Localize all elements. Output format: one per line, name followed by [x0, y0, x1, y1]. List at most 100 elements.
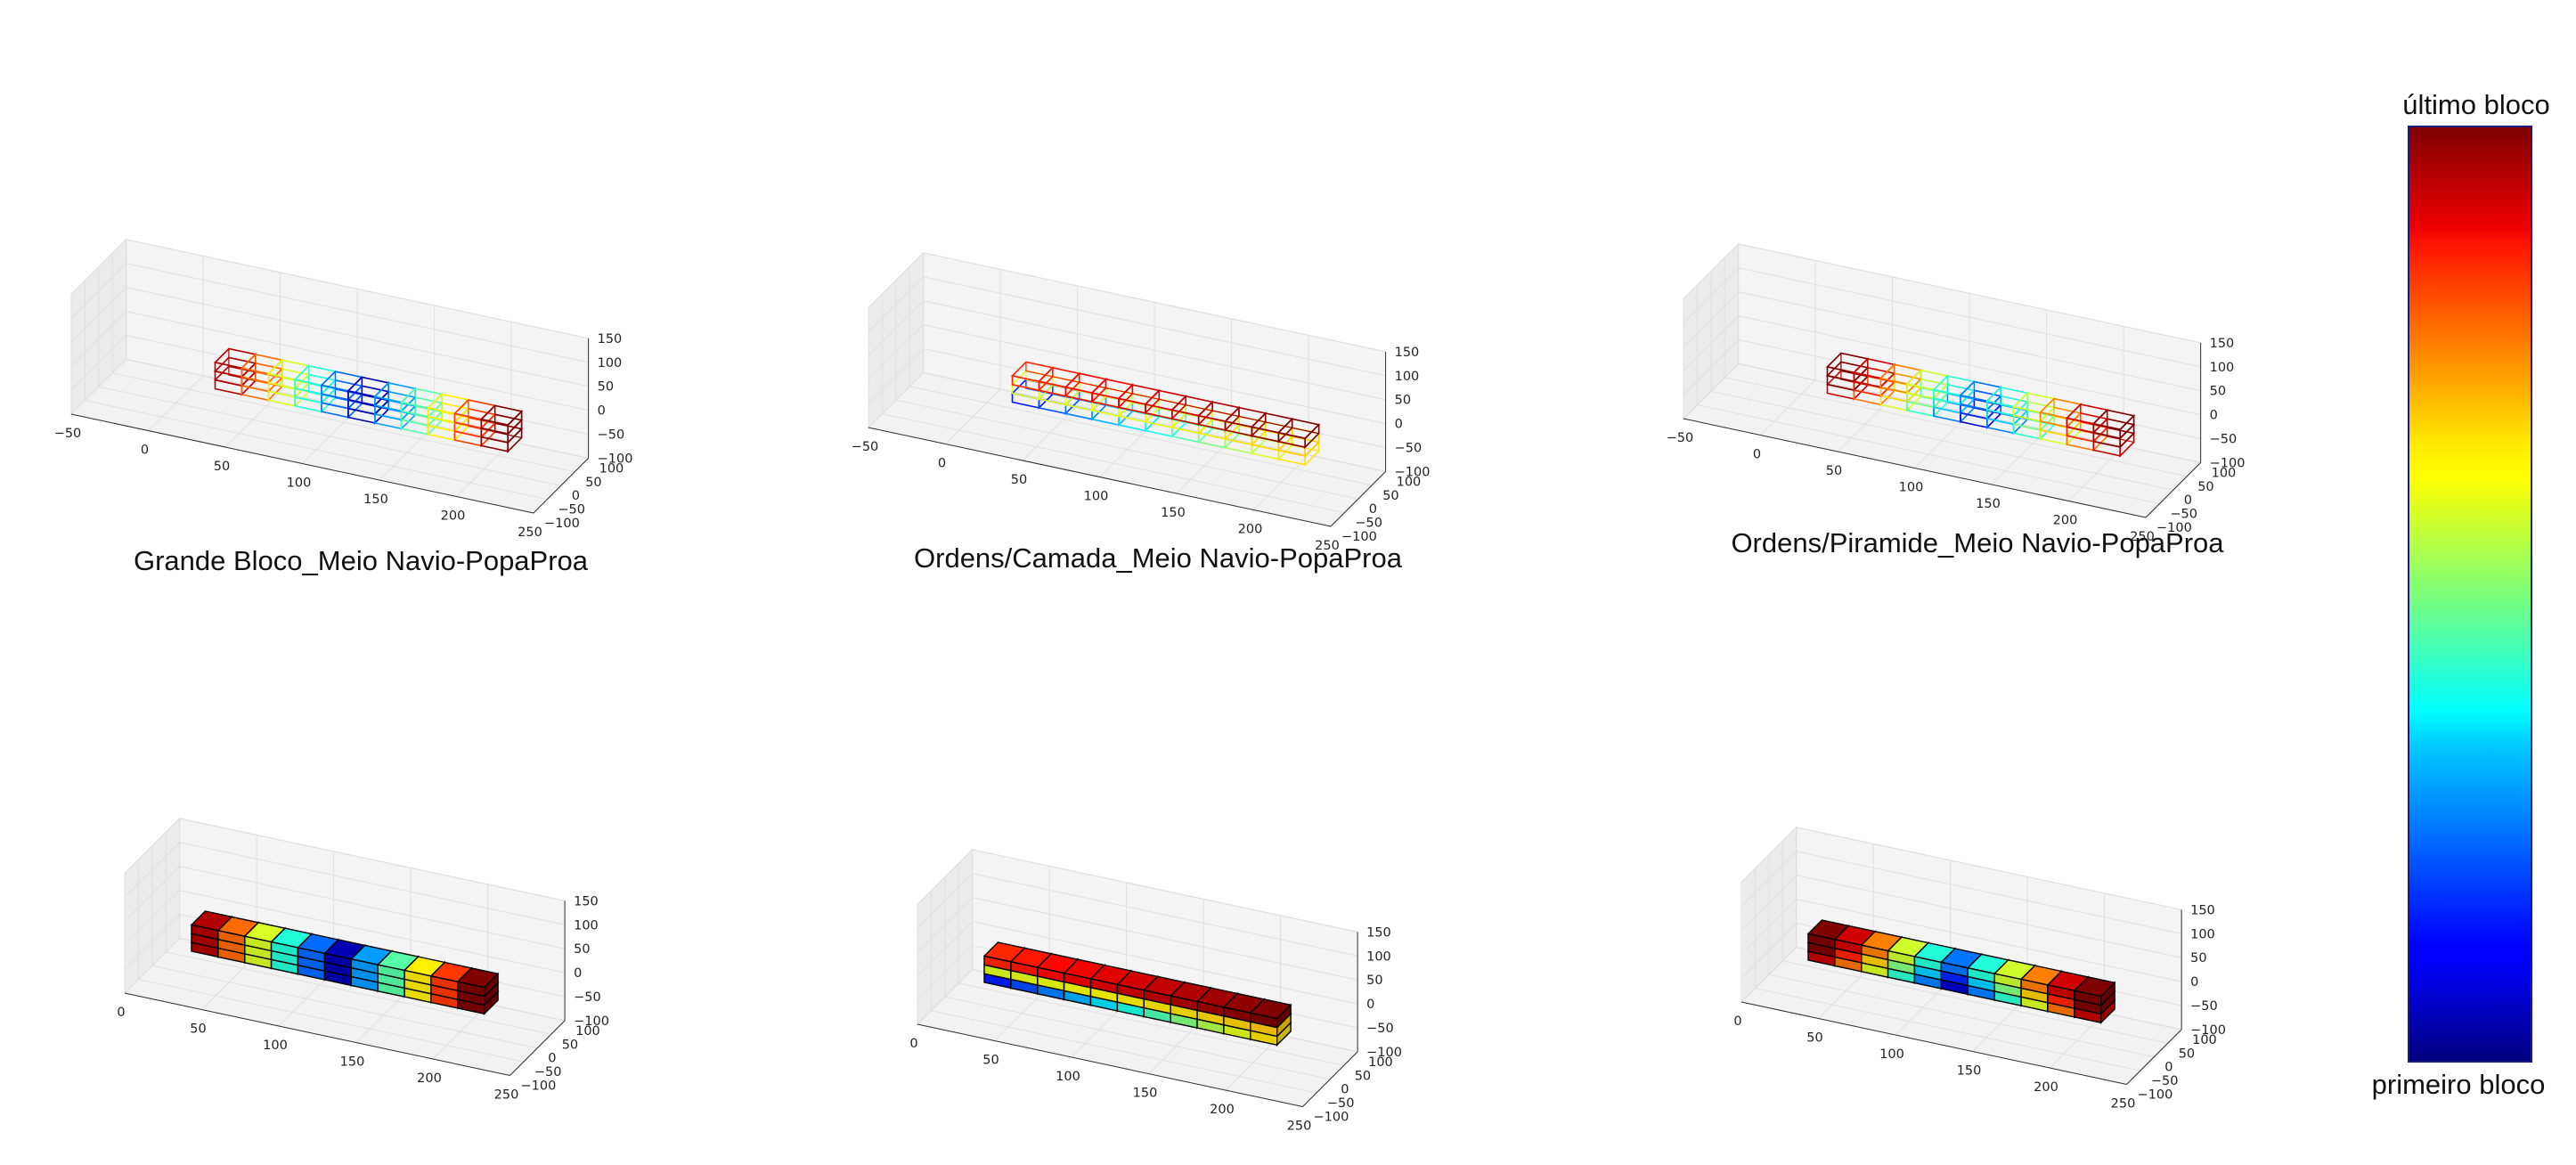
x-axis-line — [124, 992, 510, 1076]
panel-caption: Grande Bloco_Meio Navio-PopaProa — [134, 545, 589, 576]
y-tick-label: 100 — [1368, 1055, 1393, 1070]
x-axis-line — [868, 427, 1332, 527]
grid-line-z — [124, 866, 566, 949]
x-tick-label: 150 — [363, 493, 388, 507]
y-tick-label: 100 — [2192, 1033, 2217, 1047]
z-tick-label: 0 — [2190, 975, 2198, 990]
panel-solid-camada: 050100150200250−100−50050100−100−5005010… — [909, 848, 1402, 1134]
x-tick-label: 150 — [1161, 506, 1186, 520]
x-axis-line — [1683, 418, 2147, 518]
colorbar-gradient — [2408, 126, 2532, 1063]
z-tick-label: 50 — [1395, 394, 1411, 408]
y-tick-label: 100 — [2212, 466, 2237, 480]
panel-wire-grande-bloco: −50050100150200250−100−50050100−100−5005… — [54, 238, 632, 540]
x-tick-label: 0 — [938, 457, 946, 471]
x-tick-label: 250 — [1287, 1120, 1312, 1134]
grid-line-z — [1683, 315, 2201, 416]
x-tick-label: −50 — [852, 440, 879, 454]
z-tick-label: 50 — [2190, 951, 2206, 965]
x-tick-label: 200 — [2034, 1080, 2058, 1095]
y-tick-label: 50 — [585, 476, 601, 490]
voxel-edge — [2107, 409, 2135, 426]
z-tick-label: 100 — [1366, 949, 1391, 964]
x-tick-label: 0 — [1753, 448, 1761, 462]
y-tick-label: −100 — [1314, 1111, 1349, 1125]
z-tick-label: 0 — [574, 966, 582, 981]
y-axis-line — [509, 1020, 566, 1076]
colorbar-top-label: último bloco — [2402, 89, 2549, 120]
voxel-block — [2073, 976, 2116, 1007]
y-tick-label: −50 — [2151, 1074, 2179, 1088]
x-tick-label: 200 — [2053, 514, 2078, 528]
x-tick-label: 50 — [1826, 464, 1842, 478]
voxel-blocks — [982, 941, 1292, 1047]
y-tick-label: 100 — [575, 1024, 600, 1039]
grid-line-z — [70, 263, 589, 363]
x-tick-label: 100 — [1879, 1047, 1904, 1062]
x-tick-label: 200 — [441, 509, 466, 524]
x-tick-label: 250 — [2130, 530, 2155, 544]
x-tick-label: 50 — [1806, 1031, 1822, 1046]
y-axis-line — [2145, 462, 2201, 518]
grid-line-z — [1683, 363, 2201, 463]
z-tick-label: 150 — [1366, 925, 1391, 940]
x-tick-label: 50 — [190, 1022, 206, 1037]
y-axis-line — [1302, 1051, 1358, 1107]
z-tick-label: −100 — [2210, 456, 2246, 470]
grid-line-z — [917, 897, 1358, 981]
x-tick-label: 250 — [494, 1088, 519, 1103]
voxel-block — [2091, 409, 2136, 441]
voxel-edge — [1292, 418, 1320, 435]
voxel-edge — [494, 404, 523, 421]
grid-line-z — [868, 252, 1386, 353]
grid-line-z — [868, 371, 1386, 472]
grid-line-z — [1683, 243, 2201, 344]
chart-panels: −50050100150200250−100−50050100−100−5005… — [54, 238, 2246, 1134]
y-axis-line — [2126, 1029, 2182, 1085]
grid-line-z — [124, 890, 566, 974]
grid-line-z — [868, 276, 1386, 377]
y-tick-label: −100 — [521, 1079, 557, 1094]
y-tick-label: 0 — [1369, 502, 1377, 517]
voxel-blocks — [213, 347, 524, 453]
x-tick-label: 200 — [1238, 523, 1263, 537]
grid-line-z — [1740, 899, 2182, 982]
x-tick-label: 100 — [263, 1039, 288, 1053]
z-tick-label: −50 — [2210, 432, 2238, 446]
voxel-block — [1276, 418, 1321, 450]
y-tick-label: 50 — [1355, 1069, 1371, 1083]
y-tick-label: 50 — [562, 1038, 578, 1052]
x-axis-line — [70, 413, 534, 514]
z-tick-label: 150 — [2210, 337, 2235, 351]
colorbar-bottom-label: primeiro bloco — [2372, 1069, 2546, 1100]
panel-solid-grande-bloco: 050100150200250−100−50050100−100−5005010… — [117, 817, 609, 1103]
voxel-face-side — [484, 972, 499, 998]
z-tick-label: 150 — [598, 332, 623, 346]
y-tick-label: 50 — [2197, 480, 2213, 494]
voxel-block — [1249, 998, 1292, 1030]
x-tick-label: −50 — [54, 427, 82, 441]
y-tick-label: −100 — [2138, 1088, 2173, 1103]
z-tick-label: 100 — [2210, 361, 2235, 375]
x-tick-label: 0 — [909, 1037, 917, 1051]
z-tick-label: 150 — [574, 894, 599, 908]
y-tick-label: 100 — [1397, 475, 1422, 489]
grid-line-z — [70, 287, 589, 387]
x-tick-label: 50 — [214, 460, 230, 474]
x-tick-label: 50 — [982, 1054, 999, 1068]
z-tick-label: 0 — [598, 404, 606, 419]
voxel-block — [479, 404, 524, 436]
x-axis-line — [1740, 1001, 2127, 1085]
z-tick-label: −100 — [2190, 1023, 2226, 1038]
z-tick-label: 50 — [1366, 974, 1382, 988]
z-tick-label: −50 — [1395, 441, 1423, 455]
voxel-block — [456, 967, 500, 998]
grid-line-z — [1740, 875, 2182, 958]
grid-line-z — [1683, 267, 2201, 368]
z-tick-label: 100 — [1395, 370, 1420, 384]
x-tick-label: 150 — [340, 1055, 365, 1070]
x-tick-label: 50 — [1011, 473, 1027, 487]
grid-line-z — [1740, 851, 2182, 934]
grid-line-z — [868, 324, 1386, 425]
z-tick-label: 100 — [598, 356, 623, 371]
